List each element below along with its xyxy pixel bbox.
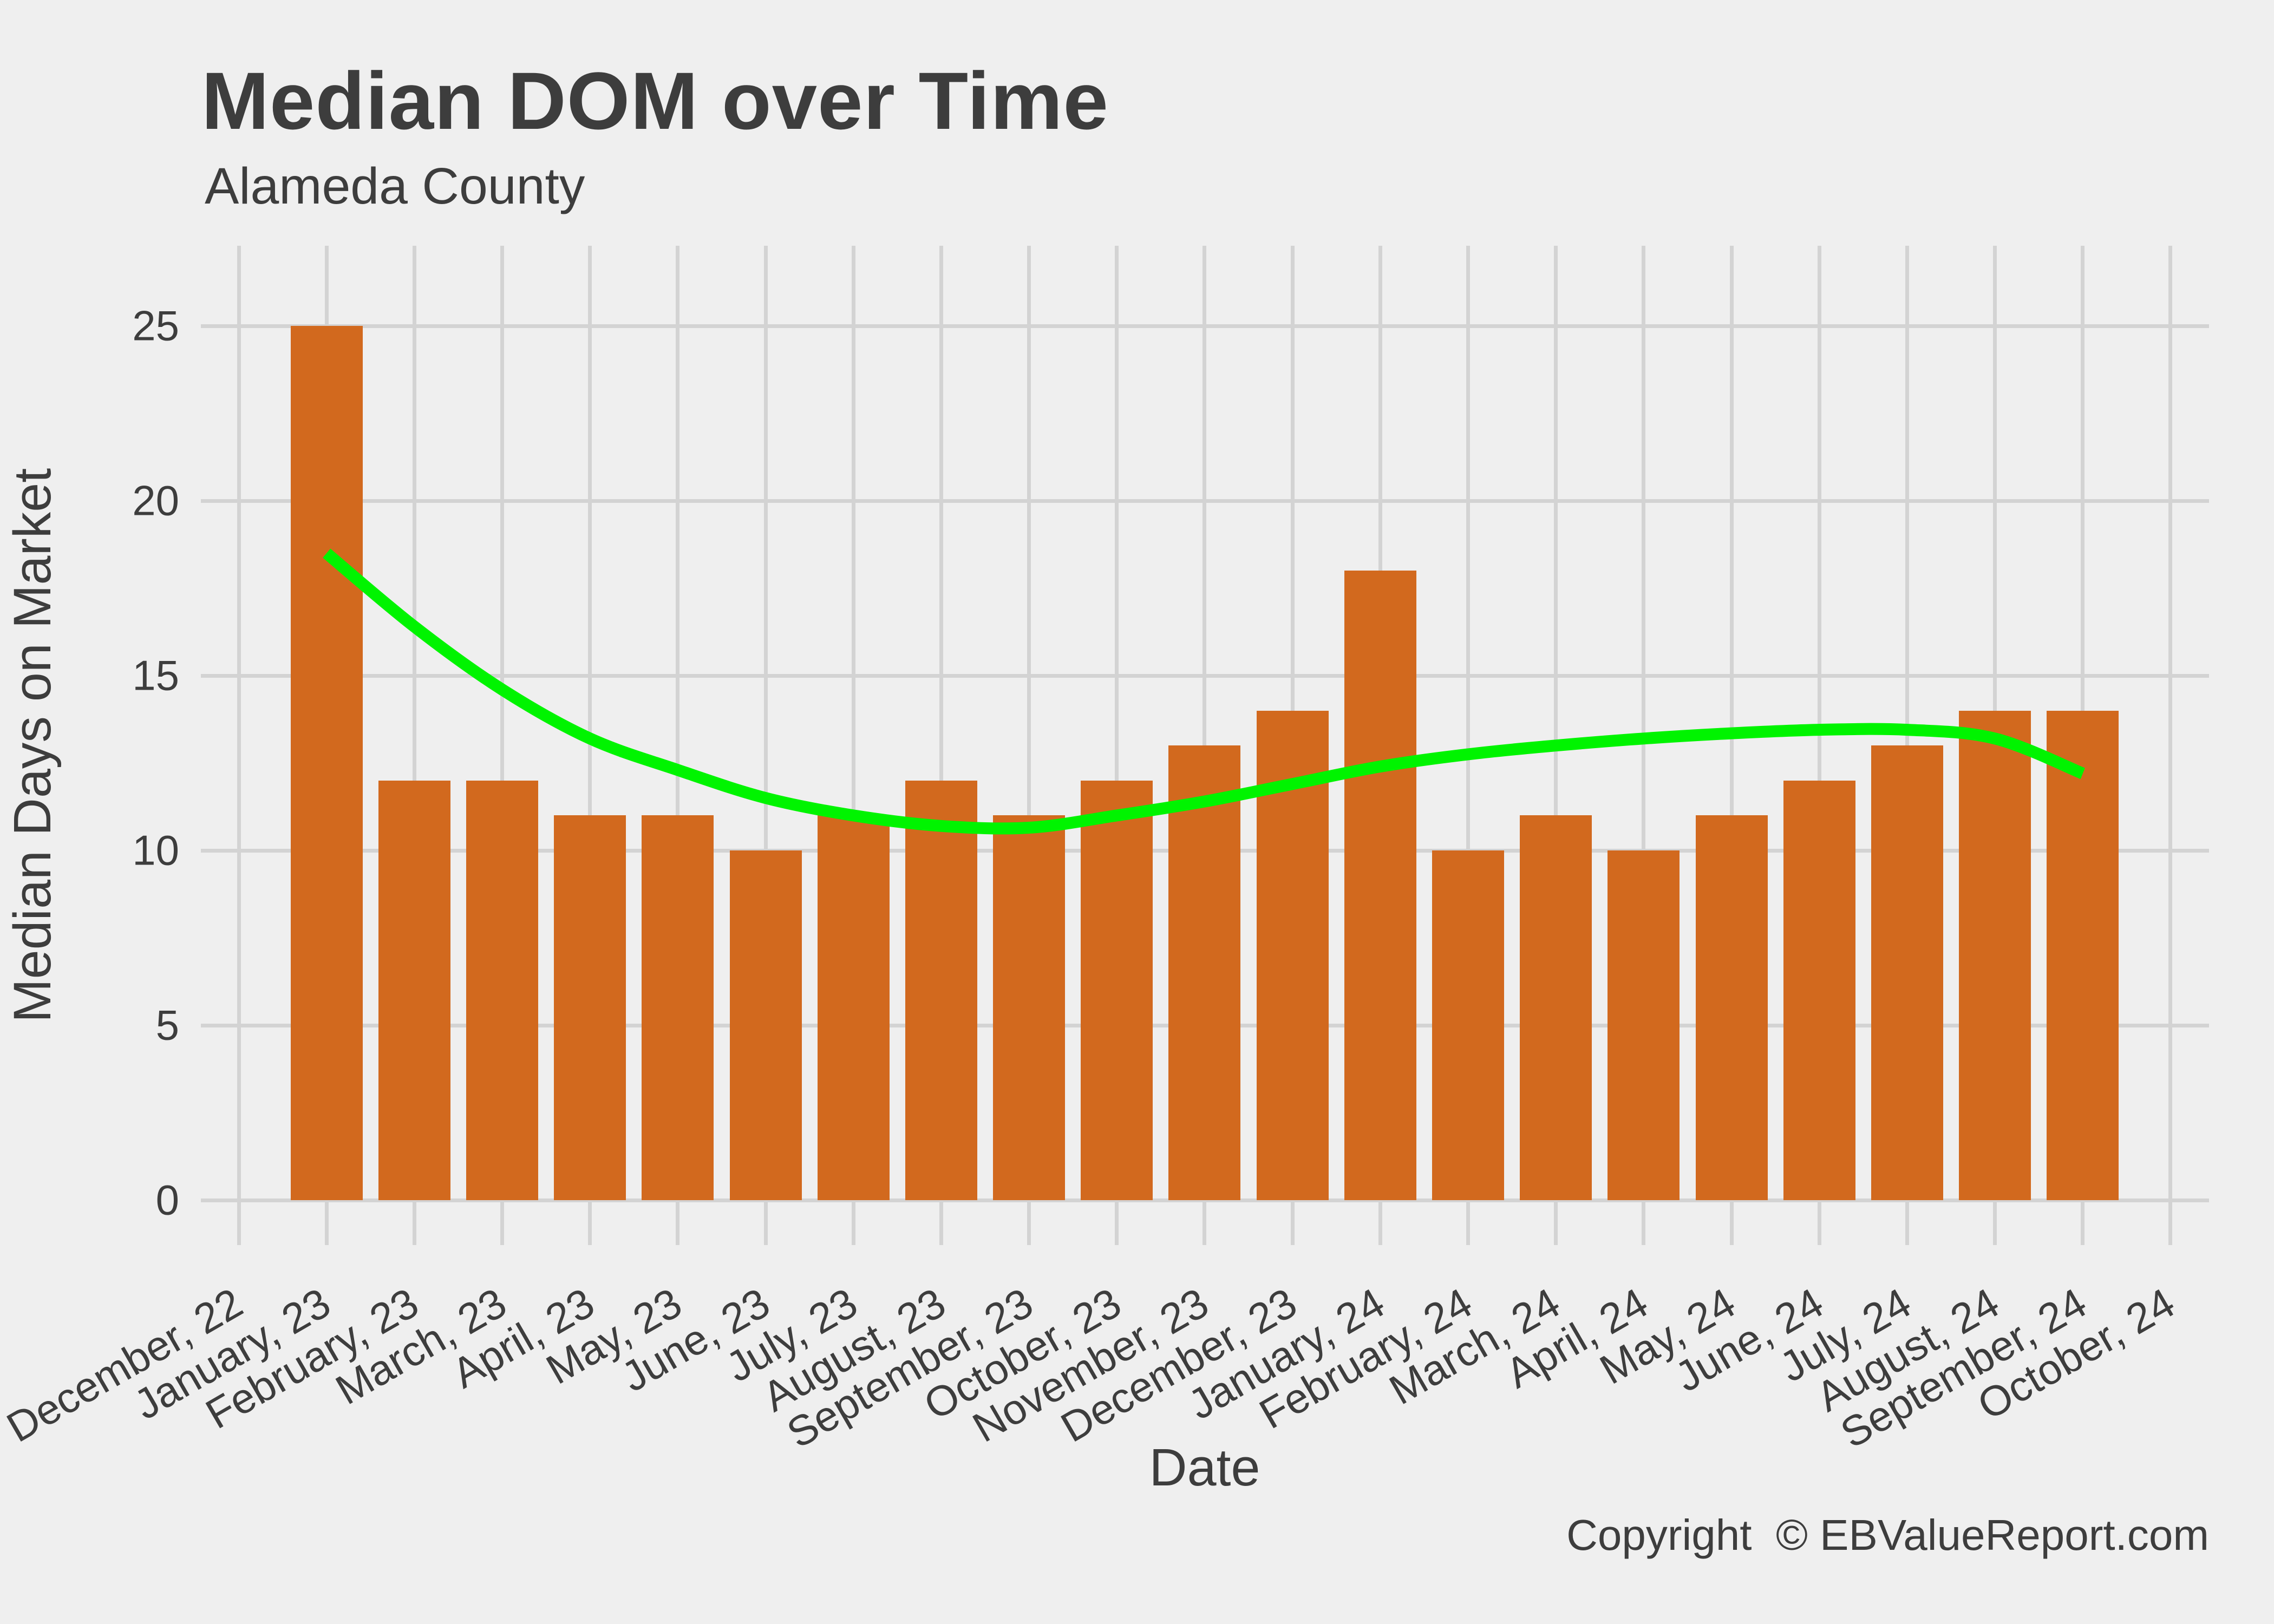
- bar-july-23: [817, 815, 890, 1200]
- x-axis-title: Date: [1149, 1438, 1260, 1497]
- bar-may-24: [1695, 815, 1768, 1200]
- bar-july-24: [1871, 745, 1943, 1200]
- gridline-x-6: [763, 246, 768, 1245]
- ytick-label-0: 0: [155, 1176, 179, 1224]
- gridline-x-5: [676, 246, 680, 1245]
- bar-june-24: [1783, 780, 1855, 1200]
- bar-june-23: [729, 850, 802, 1200]
- bar-august-23: [905, 780, 977, 1200]
- gridline-x-2: [412, 246, 416, 1245]
- bar-february-24: [1432, 850, 1505, 1200]
- y-axis-title: Median Days on Market: [3, 468, 62, 1023]
- gridline-x-3: [500, 246, 505, 1245]
- gridline-x-11: [1203, 246, 1207, 1245]
- chart-title: Median DOM over Time: [201, 55, 1109, 146]
- ytick-label-25: 25: [132, 302, 179, 350]
- gridline-x-4: [588, 246, 592, 1245]
- plot-panel: [201, 246, 2209, 1245]
- bar-february-23: [378, 780, 450, 1200]
- bar-january-24: [1344, 571, 1416, 1200]
- bar-april-23: [554, 815, 626, 1200]
- bar-august-24: [1959, 710, 2031, 1200]
- gridline-x-0: [237, 246, 241, 1245]
- gridline-x-18: [1817, 246, 1821, 1245]
- copyright-text: Copyright © EBValueReport.com: [1566, 1511, 2209, 1559]
- bar-september-23: [993, 815, 1066, 1200]
- gridline-x-7: [851, 246, 855, 1245]
- gridline-x-10: [1115, 246, 1119, 1245]
- gridline-x-19: [1905, 246, 1909, 1245]
- trend-line-layer: [323, 548, 2085, 835]
- gridline-x-22: [2168, 246, 2173, 1245]
- bar-may-23: [642, 815, 714, 1200]
- bar-october-23: [1081, 780, 1153, 1200]
- bar-november-23: [1168, 745, 1241, 1200]
- ytick-label-15: 15: [132, 651, 179, 699]
- gridline-x-8: [939, 246, 943, 1245]
- chart-subtitle: Alameda County: [205, 158, 585, 215]
- gridline-x-9: [1027, 246, 1031, 1245]
- bar-january-23: [290, 326, 363, 1200]
- gridline-x-17: [1729, 246, 1734, 1245]
- ytick-label-20: 20: [132, 476, 179, 525]
- trend-line: [323, 548, 2085, 835]
- bar-april-24: [1608, 850, 1680, 1200]
- ytick-label-5: 5: [155, 1001, 179, 1049]
- gridline-x-16: [1642, 246, 1646, 1245]
- bar-september-24: [2047, 710, 2119, 1200]
- gridline-x-14: [1466, 246, 1471, 1245]
- ytick-label-10: 10: [132, 826, 179, 874]
- bar-march-24: [1520, 815, 1592, 1200]
- bar-march-23: [466, 780, 539, 1200]
